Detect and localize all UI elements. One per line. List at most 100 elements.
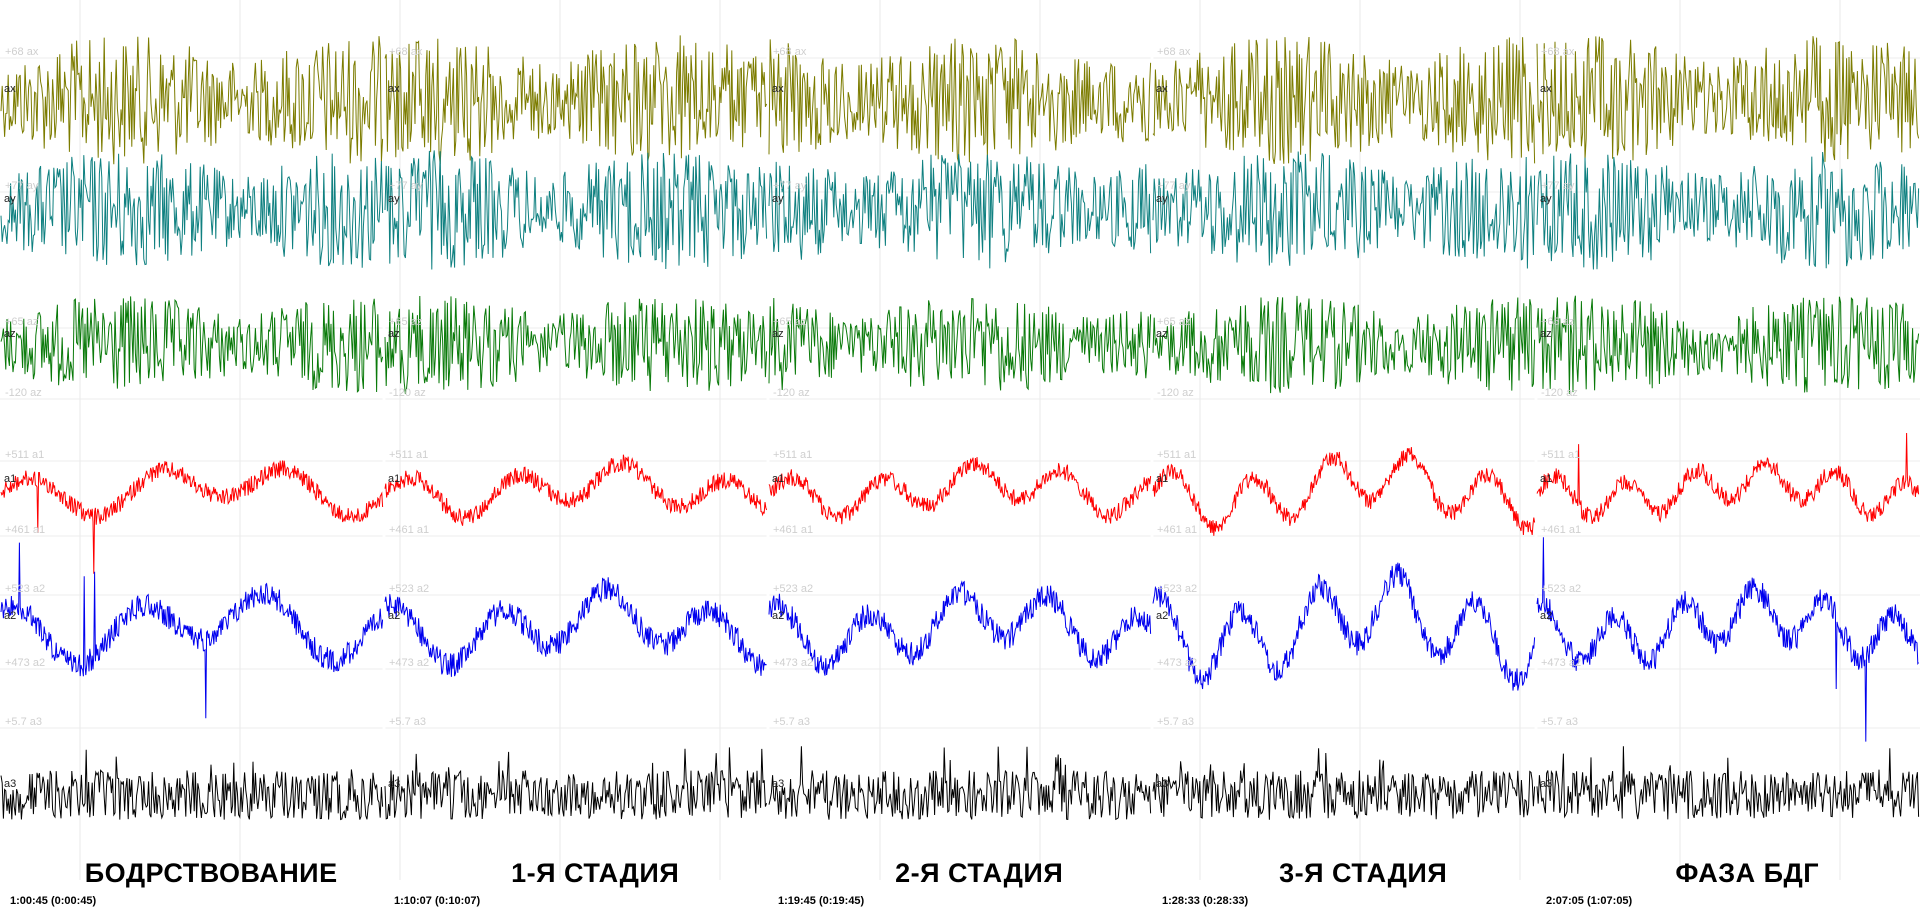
trace-ay — [768, 154, 1152, 269]
trace-ay — [0, 153, 384, 268]
trace-a1 — [1536, 432, 1920, 525]
trace-az — [384, 295, 768, 394]
scale-bottom-label: -120 az — [773, 387, 810, 399]
trace-az — [1152, 295, 1536, 394]
trace-ax — [0, 36, 384, 165]
trace-a2 — [0, 542, 384, 719]
trace-ax — [384, 35, 768, 165]
trace-az — [0, 296, 384, 393]
channel-label: ay — [1156, 193, 1168, 205]
scale-top-label: +77 ay — [389, 180, 423, 192]
channel-label: a3 — [1156, 778, 1168, 790]
timestamp-label: 2:07:05 (1:07:05) — [1546, 895, 1633, 907]
channel-label: ay — [388, 193, 400, 205]
timestamp-label: 1:10:07 (0:10:07) — [394, 895, 481, 907]
scale-top-label: +77 ay — [1541, 180, 1575, 192]
timestamp-label: 1:28:33 (0:28:33) — [1162, 895, 1249, 907]
scale-top-label: +68 ax — [5, 46, 39, 58]
channel-label: ax — [4, 83, 16, 95]
channel-label: ax — [772, 83, 784, 95]
channel-label: az — [772, 328, 784, 340]
scale-bottom-label: -120 az — [1541, 387, 1578, 399]
channel-label: a1 — [772, 473, 784, 485]
scale-top-label: +511 a1 — [1541, 449, 1580, 461]
channel-label: a1 — [388, 473, 400, 485]
channel-label: ax — [388, 83, 400, 95]
channel-label: a3 — [1540, 778, 1552, 790]
channel-label: a2 — [388, 610, 400, 622]
channel-label: a3 — [4, 778, 16, 790]
channel-label: a1 — [4, 473, 16, 485]
scale-bottom-label: +473 a2 — [773, 657, 813, 669]
signal-traces — [0, 35, 1920, 821]
scale-top-label: +511 a1 — [773, 449, 812, 461]
channel-label: a2 — [1540, 610, 1552, 622]
trace-a2 — [1536, 537, 1919, 742]
channel-label: ax — [1156, 83, 1168, 95]
stage-heading: БОДРСТВОВАНИЕ — [85, 858, 338, 888]
scale-bottom-label: +461 a1 — [1157, 524, 1197, 536]
trace-a2 — [1152, 562, 1536, 691]
trace-a1 — [384, 454, 768, 526]
scale-top-label: +77 ay — [1157, 180, 1191, 192]
stage-heading: ФАЗА БДГ — [1675, 858, 1819, 888]
scale-top-label: +5.7 a3 — [389, 716, 426, 728]
scale-top-label: +511 a1 — [1157, 449, 1196, 461]
scale-top-label: +523 a2 — [1541, 583, 1581, 595]
scale-bottom-label: +473 a2 — [1157, 657, 1197, 669]
trace-ay — [1536, 151, 1920, 270]
scale-top-label: +68 ax — [773, 46, 807, 58]
scale-top-label: +65 az — [1157, 316, 1190, 328]
scale-bottom-label: -120 az — [5, 387, 42, 399]
trace-a1 — [0, 460, 384, 574]
scale-top-label: +523 a2 — [1157, 583, 1197, 595]
scale-top-label: +68 ax — [389, 46, 423, 58]
trace-a3 — [768, 746, 1152, 821]
timestamp-label: 1:19:45 (0:19:45) — [778, 895, 865, 907]
scale-bottom-label: +461 a1 — [389, 524, 429, 536]
scale-top-label: +77 ay — [5, 180, 39, 192]
scale-top-label: +68 ax — [1157, 46, 1191, 58]
trace-a3 — [384, 747, 768, 820]
channel-label: a2 — [772, 610, 784, 622]
scale-top-label: +523 a2 — [389, 583, 429, 595]
trace-az — [1536, 295, 1920, 394]
stage-heading: 1-Я СТАДИЯ — [511, 858, 679, 888]
scale-top-label: +511 a1 — [389, 449, 428, 461]
scale-bottom-label: +461 a1 — [5, 524, 45, 536]
channel-label: a2 — [4, 610, 16, 622]
channel-label: a3 — [772, 778, 784, 790]
channel-label: az — [4, 328, 16, 340]
scale-top-label: +5.7 a3 — [1157, 716, 1194, 728]
channel-label: a3 — [388, 778, 400, 790]
scale-bottom-label: +461 a1 — [773, 524, 813, 536]
trace-ay — [384, 150, 768, 270]
scale-top-label: +65 az — [5, 316, 38, 328]
trace-ax — [1536, 36, 1920, 162]
trace-a1 — [768, 457, 1152, 525]
trace-ay — [1152, 151, 1536, 269]
scale-bottom-label: +473 a2 — [389, 657, 429, 669]
scale-bottom-label: -120 az — [1157, 387, 1194, 399]
timestamp-label: 1:00:45 (0:00:45) — [10, 895, 97, 907]
stage-heading: 2-Я СТАДИЯ — [895, 858, 1063, 888]
scale-bottom-label: +461 a1 — [1541, 524, 1581, 536]
trace-a2 — [384, 577, 767, 677]
channel-label: ay — [772, 193, 784, 205]
stage-heading: 3-Я СТАДИЯ — [1279, 858, 1447, 888]
trace-a3 — [1152, 748, 1536, 820]
trace-a3 — [1536, 746, 1920, 820]
channel-label: ay — [4, 193, 16, 205]
channel-label: a1 — [1156, 473, 1168, 485]
scale-top-label: +523 a2 — [773, 583, 813, 595]
trace-az — [768, 297, 1152, 391]
trace-ax — [768, 38, 1152, 163]
channel-label: ay — [1540, 193, 1552, 205]
scale-top-label: +68 ax — [1541, 46, 1575, 58]
scale-bottom-label: -120 az — [389, 387, 426, 399]
channel-label: a2 — [1156, 610, 1168, 622]
scale-top-label: +511 a1 — [5, 449, 44, 461]
